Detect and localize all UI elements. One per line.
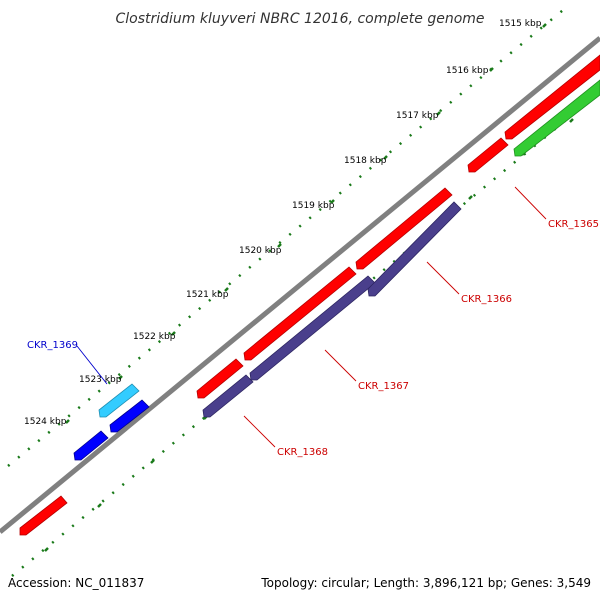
- gene-arrow[interactable]: [19, 495, 68, 536]
- gene-arrow[interactable]: [109, 399, 150, 433]
- kbp-label: 1519 kbp: [292, 201, 335, 211]
- gene-arrow[interactable]: [249, 275, 376, 381]
- genome-backbone: [0, 36, 600, 534]
- accession-label: Accession: NC_011837: [8, 576, 144, 590]
- kbp-label: 1521 kbp: [186, 290, 229, 300]
- outer-ruler: [7, 5, 569, 467]
- kbp-label: 1520 kbp: [239, 246, 282, 256]
- gene-arrow[interactable]: [73, 430, 109, 461]
- gene-arrow[interactable]: [467, 137, 509, 173]
- gene-label-ckr-1365[interactable]: CKR_1365: [548, 219, 599, 230]
- gene-arrow[interactable]: [196, 358, 244, 399]
- kbp-label: 1518 kbp: [344, 156, 387, 166]
- gene-label-ckr-1368[interactable]: CKR_1368: [277, 447, 328, 458]
- kbp-label: 1522 kbp: [133, 332, 176, 342]
- kbp-label: 1516 kbp: [446, 66, 489, 76]
- gene-label-ckr-1366[interactable]: CKR_1366: [461, 294, 512, 305]
- gene-arrow[interactable]: [202, 374, 254, 418]
- gene-labels: CKR_1365 CKR_1366 CKR_1367 CKR_1368 CKR_…: [27, 219, 599, 458]
- gene-label-ckr-1369[interactable]: CKR_1369: [27, 340, 78, 351]
- gene-label-ckr-1367[interactable]: CKR_1367: [358, 381, 409, 392]
- kbp-label: 1515 kbp: [499, 19, 542, 29]
- gene-arrow[interactable]: [367, 201, 462, 297]
- gene-arrow[interactable]: [513, 79, 600, 157]
- gene-arrow[interactable]: [504, 54, 600, 140]
- kbp-label: 1523 kbp: [79, 375, 122, 385]
- forward-genes[interactable]: [19, 54, 600, 536]
- map-title: Clostridium kluyveri NBRC 12016, complet…: [115, 11, 484, 27]
- kbp-label: 1517 kbp: [396, 111, 439, 121]
- gene-arrow[interactable]: [355, 187, 453, 270]
- kbp-labels: 1515 kbp 1516 kbp 1517 kbp 1518 kbp 1519…: [24, 19, 542, 427]
- gene-arrow[interactable]: [98, 383, 140, 418]
- genome-summary: Topology: circular; Length: 3,896,121 bp…: [260, 576, 591, 590]
- reverse-genes[interactable]: [73, 79, 600, 461]
- gene-arrow[interactable]: [243, 266, 357, 361]
- gene-leaders: [76, 186, 547, 448]
- kbp-label: 1524 kbp: [24, 417, 67, 427]
